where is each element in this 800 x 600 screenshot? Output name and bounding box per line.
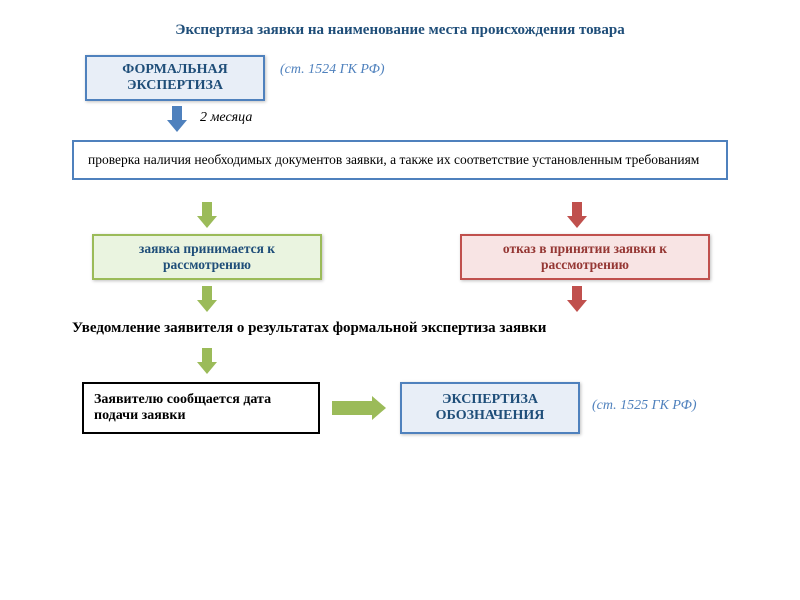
notify-text: Уведомление заявителя о результатах форм… [72, 320, 728, 337]
expertise-box: ЭКСПЕРТИЗА ОБОЗНАЧЕНИЯ [400, 382, 580, 434]
arrow-right-icon [332, 398, 386, 418]
arrow-down-icon [568, 202, 586, 228]
arrow-down-icon [568, 286, 586, 312]
reject-box: отказ в принятии заявки к рассмотрению [460, 234, 710, 280]
expertise-ref: (ст. 1525 ГК РФ) [592, 398, 697, 414]
arrow-down-icon [168, 106, 186, 132]
formal-ref: (ст. 1524 ГК РФ) [280, 62, 385, 78]
formal-expertise-box: ФОРМАЛЬНАЯ ЭКСПЕРТИЗА [85, 55, 265, 101]
check-text-box: проверка наличия необходимых документов … [72, 140, 728, 180]
diagram-title: Экспертиза заявки на наименование места … [0, 0, 800, 49]
date-info-box: Заявителю сообщается дата подачи заявки [82, 382, 320, 434]
arrow-down-icon [198, 286, 216, 312]
duration-note: 2 месяца [200, 110, 252, 126]
accept-box: заявка принимается к рассмотрению [92, 234, 322, 280]
arrow-down-icon [198, 348, 216, 374]
arrow-down-icon [198, 202, 216, 228]
